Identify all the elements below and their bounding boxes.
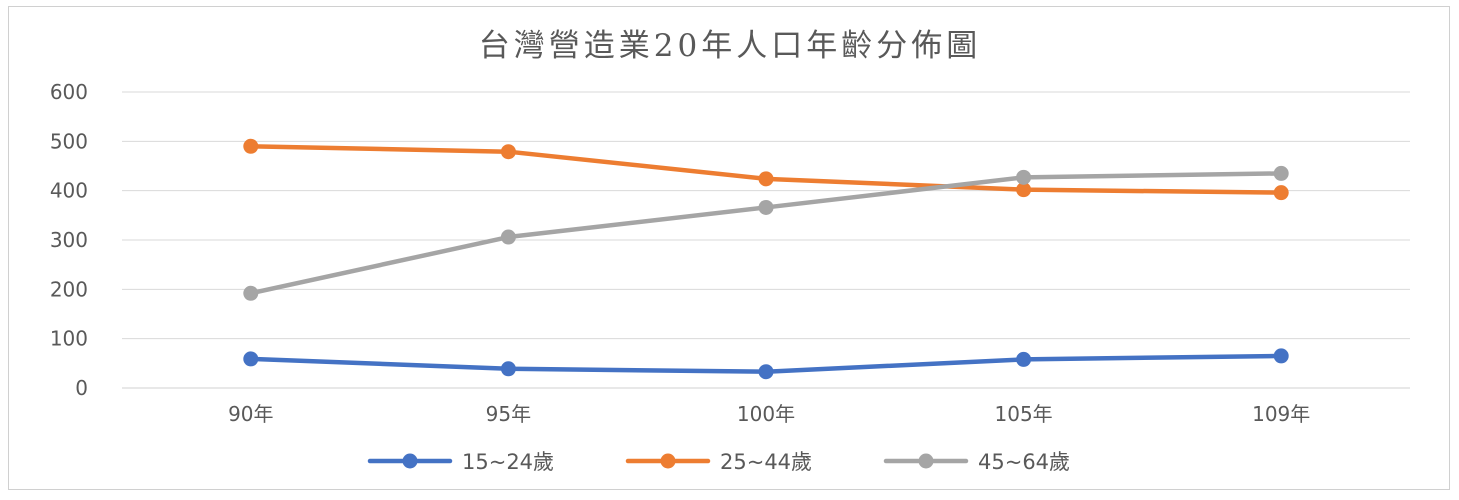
- data-point: [758, 171, 774, 187]
- legend-marker: [402, 453, 418, 469]
- x-tick-label: 95年: [486, 402, 531, 426]
- legend-item: 25~44歲: [625, 450, 812, 474]
- series-lines: [243, 138, 1289, 380]
- chart-frame: [8, 6, 1450, 490]
- data-point: [500, 144, 516, 160]
- y-tick-label: 200: [50, 277, 88, 301]
- legend-marker: [660, 453, 676, 469]
- legend-label: 15~24歲: [462, 450, 554, 474]
- data-point: [243, 351, 259, 367]
- y-tick-label: 100: [50, 327, 88, 351]
- legend-label: 45~64歲: [978, 450, 1070, 474]
- x-tick-label: 105年: [995, 402, 1053, 426]
- data-point: [500, 229, 516, 245]
- x-tick-label: 109年: [1252, 402, 1310, 426]
- data-point: [1273, 165, 1289, 181]
- gridlines: [122, 91, 1410, 389]
- y-axis-ticks: 0 100 200 300 400 500 600: [50, 80, 88, 400]
- data-point: [243, 138, 259, 154]
- y-tick-label: 300: [50, 228, 88, 252]
- x-tick-label: 100年: [737, 402, 795, 426]
- legend-item: 15~24歲: [367, 450, 554, 474]
- y-tick-label: 500: [50, 129, 88, 153]
- chart-title: 台灣營造業20年人口年齡分佈圖: [479, 28, 981, 64]
- data-point: [500, 361, 516, 377]
- y-tick-label: 0: [75, 376, 88, 400]
- series-2: [243, 138, 1289, 201]
- x-axis-ticks: 90年 95年 100年 105年 109年: [228, 402, 1310, 426]
- data-point: [1273, 348, 1289, 364]
- legend-label: 25~44歲: [720, 450, 812, 474]
- data-point: [758, 199, 774, 215]
- legend: 15~24歲 25~44歲 45~64歲: [367, 450, 1070, 474]
- legend-item: 45~64歲: [883, 450, 1070, 474]
- data-point: [1273, 185, 1289, 201]
- series-1: [243, 348, 1289, 380]
- y-tick-label: 600: [50, 80, 88, 104]
- legend-marker: [918, 453, 934, 469]
- series-3: [243, 165, 1289, 301]
- data-point: [1016, 169, 1032, 185]
- data-point: [1016, 351, 1032, 367]
- data-point: [1016, 182, 1032, 198]
- data-point: [758, 364, 774, 380]
- y-tick-label: 400: [50, 179, 88, 203]
- x-tick-label: 90年: [228, 402, 273, 426]
- data-point: [243, 285, 259, 301]
